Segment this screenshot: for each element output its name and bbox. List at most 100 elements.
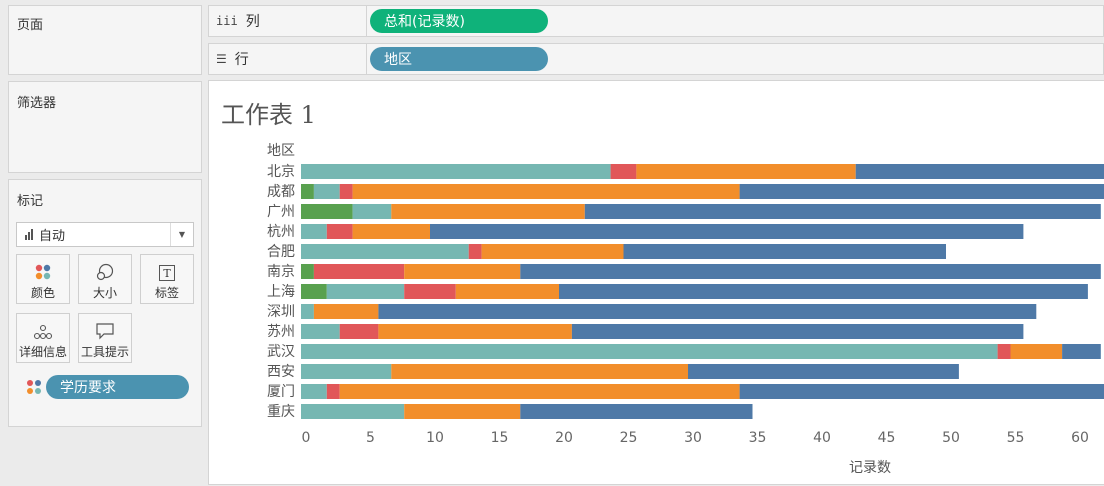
bar-segment-series-blue[interactable] [430, 224, 1024, 239]
bar-segment-series-orange[interactable] [404, 264, 521, 279]
tooltip-label: 工具提示 [80, 345, 129, 359]
bar-segment-series-teal[interactable] [301, 344, 998, 359]
bar-segment-series-red[interactable] [997, 344, 1011, 359]
sheet-title: 工作表 1 [221, 101, 316, 129]
bar-segment-series-orange[interactable] [391, 364, 688, 379]
bar-segment-series-blue[interactable] [855, 164, 1104, 179]
row-label: 成都 [267, 184, 295, 200]
bar-segment-series-blue[interactable] [520, 264, 1101, 279]
bar-segment-series-teal[interactable] [352, 204, 392, 219]
bar-segment-series-teal[interactable] [301, 304, 314, 319]
size-button[interactable]: 大小 [78, 254, 132, 304]
bar-segment-series-red[interactable] [404, 284, 456, 299]
marks-title: 标记 [17, 194, 44, 209]
row-label: 上海 [267, 284, 295, 300]
bar-segment-series-green[interactable] [301, 184, 314, 199]
row-header: 地区 [267, 143, 295, 159]
education-color-pill[interactable]: 学历要求 [46, 375, 189, 399]
bar-segment-series-teal[interactable] [301, 404, 405, 419]
bar-segment-series-orange[interactable] [636, 164, 856, 179]
x-tick-label: 0 [301, 430, 311, 446]
bar-segment-series-teal[interactable] [301, 324, 340, 339]
row-label: 北京 [267, 164, 295, 180]
rows-shelf[interactable]: ☰ 行 [208, 43, 1104, 75]
columns-icon: iii [216, 14, 238, 28]
bar-segment-series-orange[interactable] [455, 284, 559, 299]
bar-segment-series-green[interactable] [301, 284, 327, 299]
bar-segment-series-orange[interactable] [481, 244, 624, 259]
bar-segment-series-red[interactable] [339, 324, 379, 339]
bar-segment-series-red[interactable] [339, 184, 353, 199]
chevron-down-icon[interactable]: ▼ [170, 223, 193, 246]
worksheet-canvas: 工作表 1 地区 北京 成都 广州 杭州 合肥 南京 上海 深圳 苏州 武汉 西安 厦门 重庆 0 5 10… [208, 80, 1104, 485]
bar-segment-series-red[interactable] [326, 384, 340, 399]
columns-shelf-label: iii 列 [209, 6, 367, 36]
filters-title: 筛选器 [17, 96, 57, 111]
rows-shelf-label: ☰ 行 [209, 44, 367, 74]
x-tick-label: 15 [490, 430, 509, 446]
bar-segment-series-blue[interactable] [378, 304, 1037, 319]
bar-segment-series-blue[interactable] [688, 364, 959, 379]
bar-segment-series-teal[interactable] [313, 184, 340, 199]
bar-segment-series-teal[interactable] [301, 364, 392, 379]
x-tick-label: 5 [366, 430, 375, 446]
row-label: 杭州 [267, 224, 295, 240]
x-tick-label: 30 [684, 430, 702, 446]
x-axis-title: 记录数 [849, 460, 891, 476]
pages-card[interactable]: 页面 [8, 5, 202, 75]
bar-segment-series-teal[interactable] [301, 384, 327, 399]
bar-segment-series-blue[interactable] [571, 324, 1024, 339]
x-tick-label: 60 [1071, 430, 1089, 446]
bar-segment-series-blue[interactable] [1062, 344, 1101, 359]
bar-segment-series-blue[interactable] [739, 184, 1104, 199]
color-button[interactable]: 颜色 [16, 254, 70, 304]
x-tick-label: 55 [1006, 430, 1025, 446]
filters-card[interactable]: 筛选器 [8, 81, 202, 173]
tooltip-button[interactable]: 工具提示 [78, 313, 132, 363]
bar-segment-series-red[interactable] [313, 264, 405, 279]
bar-segment-series-orange[interactable] [391, 204, 585, 219]
bar-segment-series-orange[interactable] [313, 304, 379, 319]
bar-segment-series-teal[interactable] [301, 244, 469, 259]
x-tick-label: 25 [619, 430, 638, 446]
bar-segment-series-blue[interactable] [623, 244, 947, 259]
bar-segment-series-blue[interactable] [559, 284, 1088, 299]
x-tick-label: 35 [748, 430, 767, 446]
size-icon [96, 263, 114, 281]
bar-segment-series-orange[interactable] [352, 224, 430, 239]
stacked-bar-chart [301, 164, 1104, 419]
bar-segment-series-orange[interactable] [404, 404, 521, 419]
row-label: 苏州 [267, 324, 295, 340]
bar-segment-series-red[interactable] [610, 164, 637, 179]
bar-segment-series-red[interactable] [326, 224, 353, 239]
bar-segment-series-blue[interactable] [584, 204, 1101, 219]
bar-segment-series-blue[interactable] [739, 384, 1104, 399]
bar-segment-series-teal[interactable] [326, 284, 405, 299]
row-label: 厦门 [267, 384, 295, 400]
mark-type-dropdown[interactable]: 自动 ▼ [16, 222, 194, 247]
label-button[interactable]: T 标签 [140, 254, 194, 304]
bar-segment-series-orange[interactable] [339, 384, 740, 399]
x-tick-label: 40 [813, 430, 831, 446]
bar-segment-series-green[interactable] [301, 204, 353, 219]
region-pill[interactable]: 地区 [370, 47, 548, 71]
label-label: 标签 [154, 286, 179, 300]
mark-type-value: 自动 [39, 229, 66, 244]
x-tick-label: 10 [426, 430, 444, 446]
detail-button[interactable]: 详细信息 [16, 313, 70, 363]
detail-label: 详细信息 [18, 345, 67, 359]
row-label: 合肥 [267, 244, 295, 260]
detail-icon [33, 324, 53, 340]
bar-segment-series-orange[interactable] [352, 184, 740, 199]
columns-label: 列 [245, 14, 260, 30]
bar-segment-series-orange[interactable] [378, 324, 572, 339]
bar-segment-series-teal[interactable] [301, 224, 327, 239]
bar-segment-series-green[interactable] [301, 264, 314, 279]
sum-records-pill[interactable]: 总和(记录数) [370, 9, 548, 33]
rows-label: 行 [234, 52, 249, 68]
bar-segment-series-red[interactable] [468, 244, 482, 259]
bar-segment-series-orange[interactable] [1010, 344, 1063, 359]
bar-segment-series-blue[interactable] [520, 404, 753, 419]
bar-segment-series-teal[interactable] [301, 164, 611, 179]
columns-shelf[interactable]: iii 列 [208, 5, 1104, 37]
